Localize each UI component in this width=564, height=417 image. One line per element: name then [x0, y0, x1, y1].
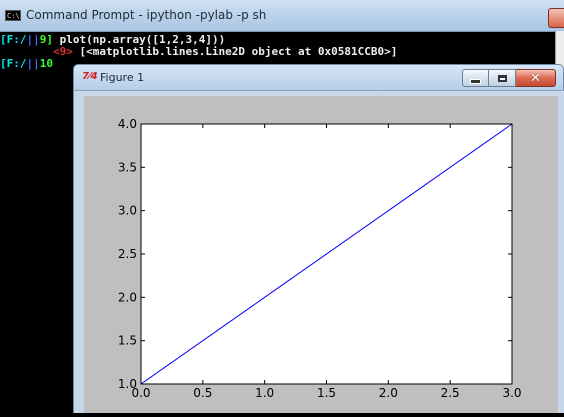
- y-tick-label: 1.0: [118, 377, 137, 391]
- y-tick-label: 4.0: [118, 117, 137, 131]
- console-output[interactable]: [F:/||9] plot(np.array([1,2,3,4])) <9> […: [0, 31, 564, 413]
- close-icon: ✕: [530, 70, 541, 86]
- console-command: plot(np.array([1,2,3,4])): [59, 33, 226, 46]
- maximize-icon: [497, 74, 507, 82]
- figure-window: 7⁄4 Figure 1 ✕ 0.0 0.5 1.0 1.5 2.0 2.5 3.0 1.0 1…: [73, 64, 564, 413]
- figure-frame: 0.0 0.5 1.0 1.5 2.0 2.5 3.0 1.0 1.5 2.0 2.5 3.0 3.5 4…: [73, 91, 564, 413]
- minimize-button[interactable]: [462, 69, 489, 87]
- y-tick-label: 3.5: [118, 160, 137, 174]
- figure-canvas[interactable]: 0.0 0.5 1.0 1.5 2.0 2.5 3.0 1.0 1.5 2.0 2.5 3.0 3.5 4…: [84, 96, 558, 413]
- matplotlib-icon: 7⁄4: [82, 71, 98, 82]
- console-title: Command Prompt - ipython -pylab -p sh: [26, 8, 267, 22]
- x-tick-label: 2.0: [379, 386, 398, 400]
- figure-titlebar[interactable]: 7⁄4 Figure 1 ✕: [73, 64, 564, 91]
- y-tick-label: 3.0: [118, 204, 137, 218]
- y-tick-label: 2.5: [118, 247, 137, 261]
- x-tick-label: 1.0: [255, 386, 274, 400]
- close-button[interactable]: ✕: [516, 69, 556, 87]
- maximize-button[interactable]: [489, 69, 516, 87]
- console-result: [<matplotlib.lines.Line2D object at 0x05…: [79, 45, 398, 58]
- figure-title: Figure 1: [100, 71, 145, 84]
- line-plot: 0.0 0.5 1.0 1.5 2.0 2.5 3.0 1.0 1.5 2.0 2.5 3.0 3.5 4…: [118, 117, 522, 400]
- console-line: <9> [<matplotlib.lines.Line2D object at …: [52, 45, 398, 58]
- axes-frame: [140, 123, 513, 385]
- minimize-icon: [470, 79, 481, 84]
- console-icon: C:\: [5, 10, 21, 21]
- y-tick-label: 2.0: [118, 290, 137, 304]
- console-titlebar[interactable]: C:\ Command Prompt - ipython -pylab -p s…: [0, 0, 564, 32]
- x-tick-label: 3.0: [502, 386, 521, 400]
- console-line: [F:/||10: [0, 57, 53, 70]
- console-line: [F:/||9] plot(np.array([1,2,3,4])): [0, 33, 226, 46]
- x-tick-label: 1.5: [317, 386, 336, 400]
- x-tick-label: 0.5: [193, 386, 212, 400]
- x-tick-label: 0.0: [131, 386, 150, 400]
- console-close-button[interactable]: [548, 8, 564, 28]
- x-tick-label: 2.5: [441, 386, 460, 400]
- y-tick-label: 1.5: [118, 334, 137, 348]
- series-line: [140, 123, 513, 385]
